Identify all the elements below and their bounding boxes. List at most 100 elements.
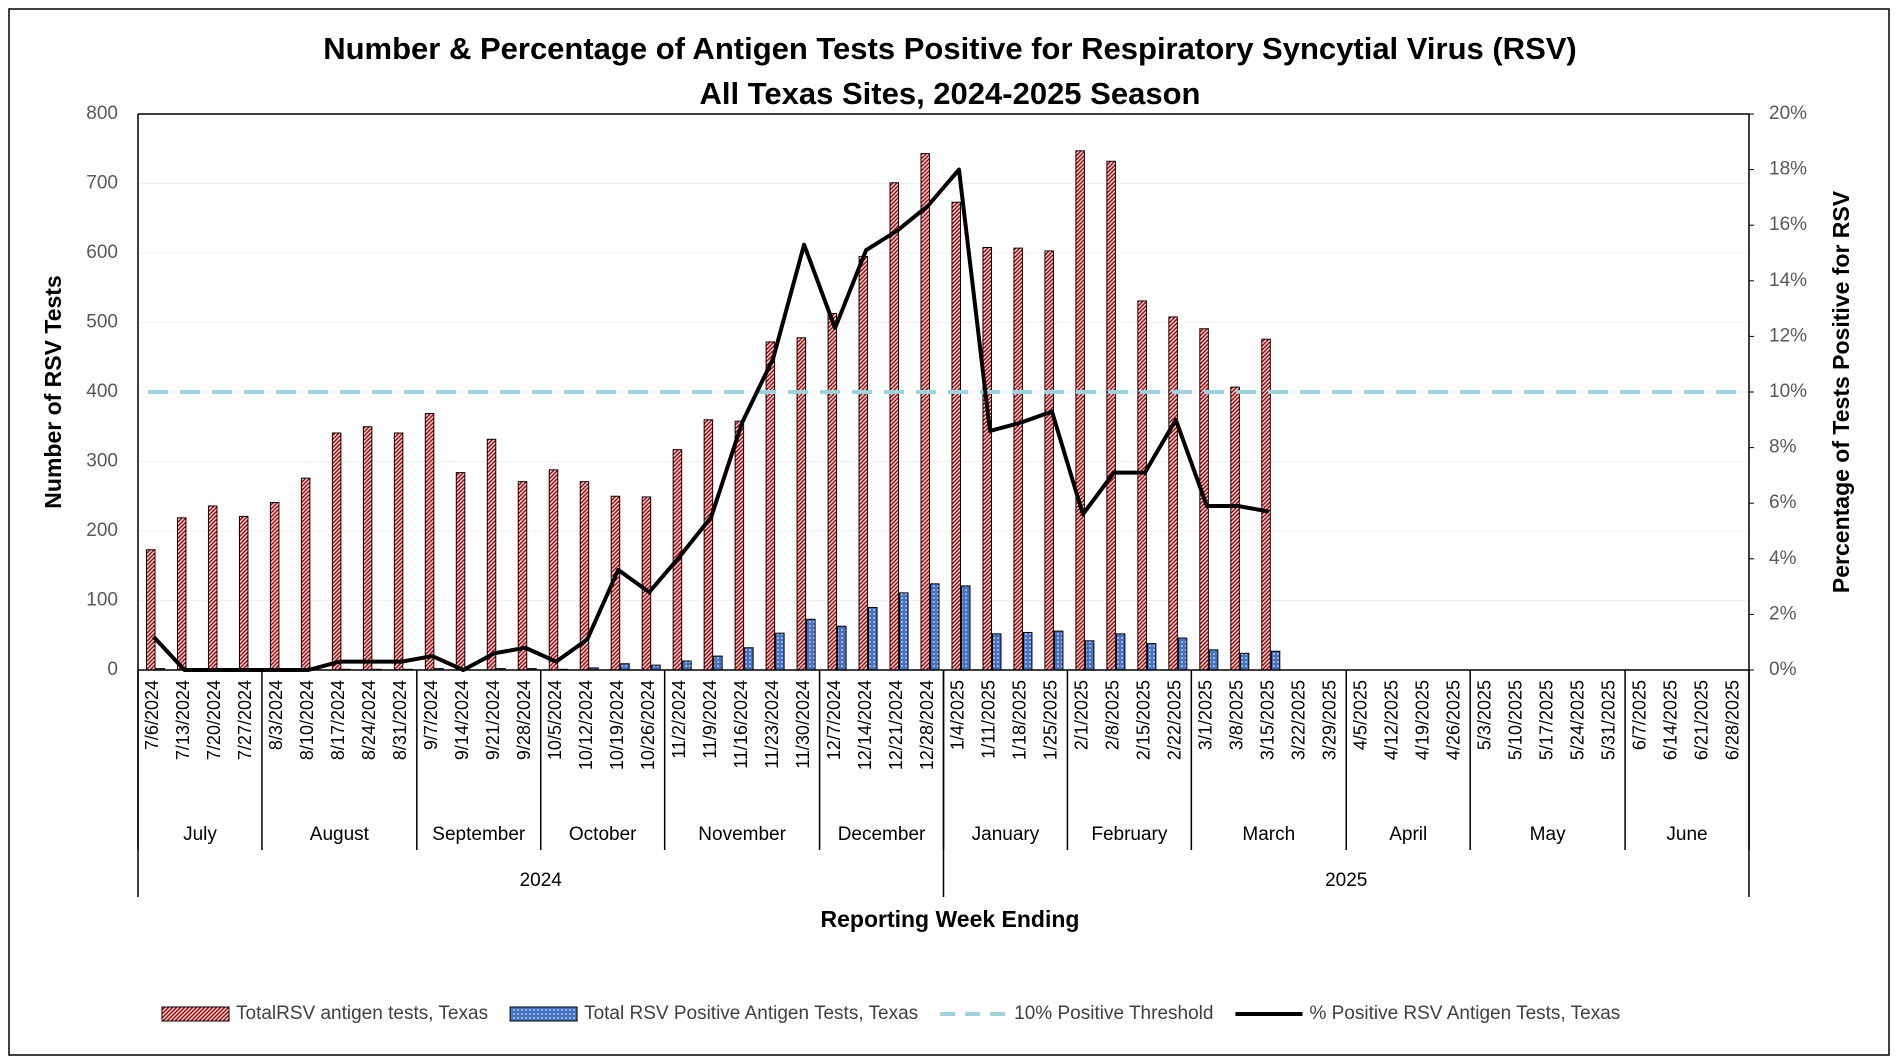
x-tick-label: 8/3/2024 [266, 680, 286, 750]
x-tick-label: 4/26/2025 [1443, 680, 1463, 760]
x-tick-label: 12/28/2024 [917, 680, 937, 770]
legend-label: TotalRSV antigen tests, Texas [236, 1003, 488, 1024]
y2-tick-label: 0% [1769, 659, 1797, 680]
bar [868, 606, 878, 671]
x-tick-label: 9/7/2024 [421, 680, 441, 750]
x-tick-label: 1/18/2025 [1010, 680, 1030, 760]
x-tick-label: 12/7/2024 [824, 680, 844, 760]
x-tick-label: 4/12/2025 [1381, 680, 1401, 760]
chart-border [8, 8, 1890, 1056]
y-tick-label: 300 [86, 451, 118, 472]
bar [827, 312, 838, 671]
bar [960, 585, 971, 671]
y2-tick-label: 14% [1769, 270, 1807, 291]
bar [548, 469, 559, 671]
x-tick-label: 6/14/2025 [1660, 680, 1680, 760]
month: February [1091, 824, 1168, 845]
legend-label: % Positive RSV Antigen Tests, Texas [1309, 1003, 1620, 1024]
x-tick-label: 4/5/2025 [1350, 680, 1370, 750]
bar [1239, 652, 1250, 671]
x-tick-label: 5/31/2025 [1598, 680, 1618, 760]
x-axis-title: Reporting Week Ending [821, 906, 1080, 932]
bar [1270, 650, 1281, 671]
y2-tick-label: 6% [1769, 492, 1797, 513]
y2-axis-title: Percentage of Tests Positive for RSV [1828, 190, 1854, 593]
x-tick-label: 12/21/2024 [886, 680, 906, 770]
bar [775, 632, 785, 671]
x-tick-label: 5/17/2025 [1536, 680, 1556, 760]
bar [744, 647, 754, 671]
x-tick-label: 3/1/2025 [1196, 680, 1216, 750]
bar [1106, 160, 1116, 671]
y2-tick-label: 4% [1769, 548, 1797, 569]
bar [920, 153, 931, 671]
y2-tick-label: 18% [1769, 159, 1807, 180]
y2-tick-label: 2% [1769, 603, 1797, 624]
bar [858, 255, 869, 671]
y-tick-label: 700 [86, 173, 118, 194]
x-tick-label: 6/28/2025 [1722, 680, 1742, 760]
x-tick-label: 7/27/2024 [235, 680, 255, 760]
bar [1208, 649, 1219, 671]
bar [455, 472, 466, 671]
bar [1177, 637, 1188, 671]
y2-tick-label: 12% [1769, 325, 1807, 346]
bar [1084, 640, 1095, 671]
x-tick-label: 6/7/2025 [1629, 680, 1649, 750]
y2-tick-label: 16% [1769, 214, 1807, 235]
y-tick-label: 400 [86, 381, 118, 402]
bar [393, 432, 404, 671]
y2-tick-label: 20% [1769, 103, 1807, 124]
bar [1115, 633, 1126, 671]
x-tick-label: 1/11/2025 [979, 680, 999, 759]
bar [1230, 386, 1240, 671]
x-tick-label: 5/24/2025 [1567, 680, 1587, 760]
bar [1053, 630, 1064, 671]
chart-subtitle: All Texas Sites, 2024-2025 Season [700, 76, 1201, 111]
x-tick-label: 5/10/2025 [1505, 680, 1525, 760]
bar [734, 420, 745, 671]
x-tick-label: 9/21/2024 [483, 680, 503, 760]
bar [145, 549, 156, 671]
bar [703, 419, 714, 671]
x-tick-label: 12/14/2024 [855, 680, 875, 770]
legend-label: 10% Positive Threshold [1014, 1003, 1213, 1024]
bar [1146, 643, 1157, 671]
bar [269, 502, 280, 671]
bar [1022, 631, 1033, 671]
bar [362, 426, 373, 671]
month: November [698, 824, 786, 845]
bar [796, 337, 807, 671]
bar [331, 432, 342, 671]
month: August [310, 824, 370, 845]
y-tick-label: 0 [107, 659, 118, 680]
bar [1013, 247, 1023, 671]
y-tick-label: 800 [86, 103, 118, 124]
bar [424, 413, 435, 671]
bar [1261, 338, 1271, 671]
bar [207, 505, 218, 671]
bar [682, 660, 692, 671]
x-tick-label: 8/10/2024 [297, 680, 317, 760]
x-tick-label: 11/2/2024 [669, 680, 689, 759]
month: March [1242, 824, 1295, 845]
x-tick-label: 1/4/2025 [948, 680, 968, 750]
bar [837, 625, 847, 671]
x-tick-label: 7/20/2024 [204, 680, 224, 760]
chart-title: Number & Percentage of Antigen Tests Pos… [323, 31, 1577, 66]
x-tick-label: 8/24/2024 [359, 680, 379, 760]
x-tick-label: 3/15/2025 [1258, 680, 1278, 760]
month: December [838, 824, 926, 845]
bar [806, 618, 816, 671]
month: July [183, 824, 217, 845]
month: January [972, 824, 1040, 845]
x-tick-label: 4/19/2025 [1412, 680, 1432, 760]
y-tick-label: 100 [86, 590, 118, 611]
legend-label: Total RSV Positive Antigen Tests, Texas [584, 1003, 918, 1024]
x-tick-label: 2/22/2025 [1165, 680, 1185, 760]
x-tick-label: 1/25/2025 [1041, 680, 1061, 760]
x-tick-label: 8/31/2024 [390, 680, 410, 760]
bar [620, 663, 630, 671]
bar [713, 655, 723, 671]
x-tick-label: 10/19/2024 [607, 680, 627, 770]
